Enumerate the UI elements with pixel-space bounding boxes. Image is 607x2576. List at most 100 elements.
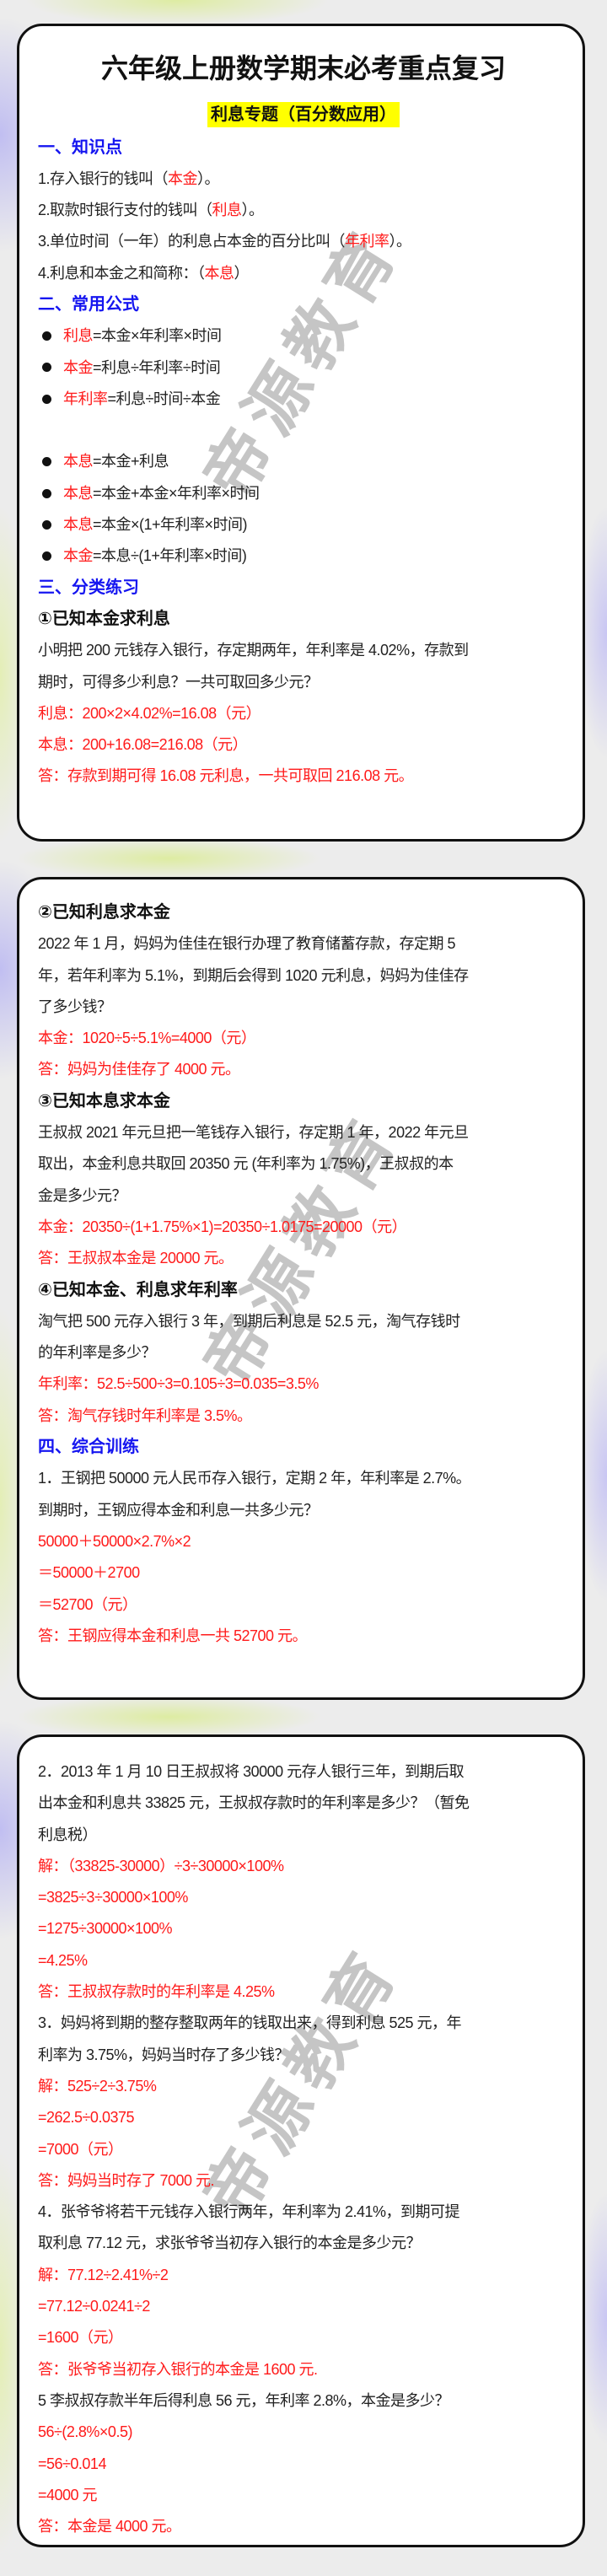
text-segment: 三、分类练习: [38, 578, 139, 597]
text-line: 4．张爷爷将若干元钱存入银行两年，年利率为 2.41%，到期可提: [38, 2197, 569, 2228]
text-segment: ）: [234, 264, 250, 282]
red-line: =262.5÷0.0375: [38, 2102, 569, 2133]
text-line: 出本金和利息共 33825 元，王叔叔存款时的年利率是多少？（暂免: [38, 1788, 569, 1819]
text-segment: =本金+利息: [93, 453, 169, 471]
text-line: 4.利息和本金之和简称：（本息）: [38, 258, 569, 289]
text-segment: =77.12÷0.0241÷2: [38, 2298, 150, 2315]
subheading-line: ①已知本金求利息: [38, 604, 569, 635]
red-line: 56÷(2.8%×0.5): [38, 2417, 569, 2448]
highlighted-term: 本金: [168, 169, 198, 187]
text-segment: ①已知本金求利息: [38, 609, 170, 628]
text-line: 金是多少元？: [38, 1180, 569, 1212]
subtitle-line: 利息专题（百分数应用）: [38, 99, 569, 131]
red-line: 利息：200×2×4.02%=16.08（元）: [38, 698, 569, 729]
red-line: =1275÷30000×100%: [38, 1913, 569, 1944]
text-segment: 取出，本金利息共取回 20350 元 (年利率为 1.75%)，王叔叔的本: [38, 1155, 454, 1173]
card-practice: 帝源教育 ②已知利息求本金 2022 年 1 月，妈妈为佳佳在银行办理了教育储蓄存…: [17, 877, 585, 1700]
highlighted-term: 本息: [63, 484, 94, 502]
text-segment: =本息÷(1+年利率×时间): [93, 547, 247, 565]
text-segment: ②已知利息求本金: [38, 903, 170, 922]
text-segment: 王叔叔 2021 年元旦把一笔钱存入银行，存定期 1 年，2022 年元旦: [38, 1124, 469, 1142]
text-segment: 4.利息和本金之和简称：（: [38, 264, 205, 282]
text-segment: =7000（元）: [38, 2140, 123, 2158]
text-line: 王叔叔 2021 年元旦把一笔钱存入银行，存定期 1 年，2022 年元旦: [38, 1117, 569, 1148]
text-segment: 期时，可得多少利息？一共可取回多少元？: [38, 673, 319, 691]
text-line: 3.单位时间（一年）的利息占本金的百分比叫（年利率）。: [38, 226, 569, 257]
text-segment: ）。: [389, 233, 412, 250]
text-line: 了多少钱？: [38, 992, 569, 1023]
bullet-icon: [42, 394, 51, 404]
highlighted-term: 年利率: [345, 233, 389, 250]
text-segment: =本金×年利率×时间: [93, 327, 222, 345]
text-segment: ）。: [197, 169, 220, 187]
text-segment: 答：淘气存钱时年利率是 3.5%。: [38, 1406, 252, 1424]
text-line: 5 李叔叔存款半年后得利息 56 元，年利率 2.8%，本金是多少？: [38, 2385, 569, 2417]
text-segment: 取利息 77.12 元，求张爷爷当初存入银行的本金是多少元？: [38, 2235, 422, 2252]
text-line: 利息税）: [38, 1820, 569, 1851]
red-line: ＝52700（元）: [38, 1589, 569, 1621]
text-segment: 1．王钢把 50000 元人民币存入银行，定期 2 年，年利率是 2.7%。: [38, 1470, 471, 1487]
text-segment: 解：（33825-30000）÷3÷30000×100%: [38, 1857, 284, 1874]
red-line: 本金：1020÷5÷5.1%=4000（元）: [38, 1023, 569, 1054]
subheading-line: ②已知利息求本金: [38, 897, 569, 928]
text-segment: =4.25%: [38, 1951, 88, 1969]
text-segment: =3825÷3÷30000×100%: [38, 1889, 188, 1906]
text-segment: 2．2013 年 1 月 10 日王叔叔将 30000 元存人银行三年，到期后取: [38, 1763, 465, 1780]
red-line: =1600（元）: [38, 2322, 569, 2353]
text-segment: 利息专题（百分数应用）: [207, 102, 400, 127]
text-segment: 答：张爷爷当初存入银行的本金是 1600 元.: [38, 2360, 318, 2378]
text-segment: 一、知识点: [38, 137, 122, 157]
text-segment: =本金+本金×年利率×时间: [93, 484, 260, 502]
text-segment: 答：妈妈为佳佳存了 4000 元。: [38, 1061, 240, 1078]
red-line: 答：存款到期可得 16.08 元利息，一共可取回 216.08 元。: [38, 761, 569, 792]
text-segment: 利息税）: [38, 1826, 98, 1843]
text-segment: =56÷0.014: [38, 2455, 106, 2472]
red-line: 解：（33825-30000）÷3÷30000×100%: [38, 1851, 569, 1882]
red-line: 答：王叔叔存款时的年利率是 4.25%: [38, 1976, 569, 2008]
text-segment: 到期时，王钢应得本金和利息一共多少元？: [38, 1501, 319, 1519]
red-line: =77.12÷0.0241÷2: [38, 2291, 569, 2322]
text-segment: 利息：200×2×4.02%=16.08（元）: [38, 704, 261, 722]
text-segment: 本金：20350÷(1+1.75%×1)=20350÷1.0175=20000（…: [38, 1218, 407, 1235]
text-line: 取出，本金利息共取回 20350 元 (年利率为 1.75%)，王叔叔的本: [38, 1148, 569, 1180]
text-segment: ④已知本金、利息求年利率: [38, 1280, 238, 1299]
text-segment: 的年利率是多少？: [38, 1344, 157, 1362]
text-segment: 了多少钱？: [38, 998, 112, 1015]
highlighted-term: 本息: [63, 453, 94, 471]
text-segment: 答：王叔叔本金是 20000 元。: [38, 1250, 234, 1267]
highlighted-term: 本息: [63, 516, 94, 534]
red-line: 年利率：52.5÷500÷3=0.105÷3=0.035=3.5%: [38, 1369, 569, 1400]
text-line: 取利息 77.12 元，求张爷爷当初存入银行的本金是多少元？: [38, 2228, 569, 2259]
heading-line: 二、常用公式: [38, 289, 569, 320]
text-line: 期时，可得多少利息？一共可取回多少元？: [38, 667, 569, 698]
text-segment: 2022 年 1 月，妈妈为佳佳在银行办理了教育储蓄存款，存定期 5: [38, 935, 456, 953]
text-segment: 四、综合训练: [38, 1438, 139, 1457]
text-segment: ③已知本息求本金: [38, 1091, 170, 1111]
bullet-icon: [42, 457, 51, 467]
text-line: 2．2013 年 1 月 10 日王叔叔将 30000 元存人银行三年，到期后取: [38, 1756, 569, 1788]
text-segment: =262.5÷0.0375: [38, 2109, 135, 2127]
highlighted-term: 利息: [212, 202, 243, 219]
red-line: 答：妈妈当时存了 7000 元.: [38, 2165, 569, 2197]
red-line: =4.25%: [38, 1945, 569, 1976]
card-knowledge: 帝源教育 六年级上册数学期末必考重点复习 利息专题（百分数应用） 一、知识点 1.存入…: [17, 24, 585, 842]
text-segment: ）。: [241, 202, 265, 219]
highlighted-term: 本息: [204, 264, 235, 282]
text-segment: ＝52700（元）: [38, 1595, 137, 1613]
text-segment: =1600（元）: [38, 2329, 123, 2347]
text-segment: 六年级上册数学期末必考重点复习: [100, 53, 506, 83]
text-segment: 出本金和利息共 33825 元，王叔叔存款时的年利率是多少？（暂免: [38, 1794, 470, 1812]
text-line: 3．妈妈将到期的整存整取两年的钱取出来，得到利息 525 元，年: [38, 2008, 569, 2039]
text-segment: ＝50000＋2700: [38, 1564, 140, 1582]
text-segment: 3.单位时间（一年）的利息占本金的百分比叫（: [38, 233, 346, 250]
text-segment: =1275÷30000×100%: [38, 1920, 173, 1938]
spacer: [38, 415, 569, 446]
red-line: 答：淘气存钱时年利率是 3.5%。: [38, 1401, 569, 1432]
bullet-icon: [42, 363, 51, 373]
text-line: 1．王钢把 50000 元人民币存入银行，定期 2 年，年利率是 2.7%。: [38, 1463, 569, 1494]
bullet-line: 本息=本金+本金×年利率×时间: [38, 478, 569, 509]
text-segment: 利率为 3.75%，妈妈当时存了多少钱？: [38, 2046, 290, 2063]
red-line: 答：王钢应得本金和利息一共 52700 元。: [38, 1621, 569, 1652]
text-segment: 3．妈妈将到期的整存整取两年的钱取出来，得到利息 525 元，年: [38, 2014, 462, 2032]
bullet-line: 本金=本息÷(1+年利率×时间): [38, 540, 569, 572]
